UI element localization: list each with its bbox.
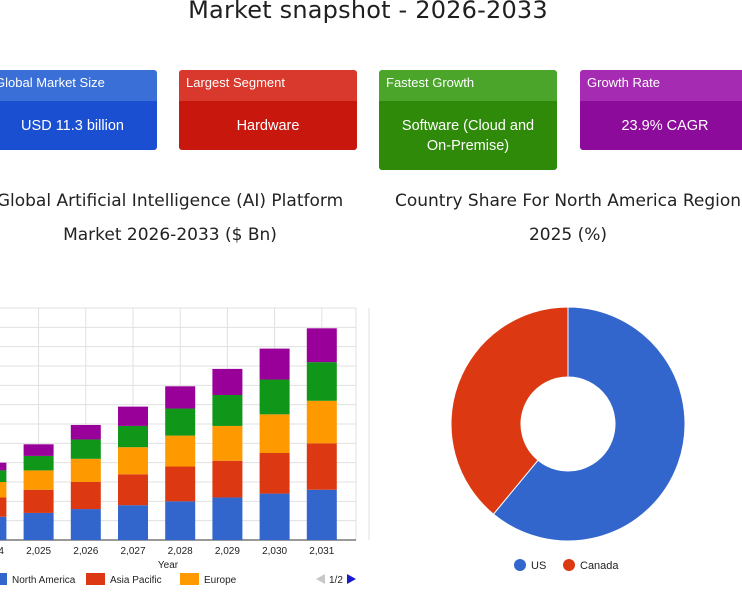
- bar-segment[interactable]: [212, 395, 243, 426]
- bar-segment[interactable]: [0, 470, 7, 482]
- x-axis-label: Year: [158, 560, 179, 571]
- growth-rate-label: Growth Rate: [580, 70, 742, 101]
- bar-segment[interactable]: [23, 470, 54, 490]
- bar-segment[interactable]: [212, 497, 243, 540]
- donut-chart-title: Country Share For North America Region 2…: [388, 184, 742, 252]
- bar-segment[interactable]: [0, 516, 7, 540]
- stacked-bar-chart: 2,024 2,025 2,026 2,027 2,028 2,029 2,030 2,031…: [0, 307, 370, 586]
- bar-segment[interactable]: [165, 501, 196, 540]
- bar-segment[interactable]: [70, 482, 101, 510]
- x-tick-label: 2,029: [215, 546, 240, 557]
- legend-label: US: [531, 560, 546, 572]
- largest-segment-card: Largest Segment Hardware: [179, 70, 357, 150]
- bar-segment[interactable]: [118, 505, 148, 540]
- bar-segment[interactable]: [70, 458, 101, 482]
- fastest-growth-label: Fastest Growth: [379, 70, 557, 101]
- x-tick-label: 2,024: [0, 546, 4, 557]
- legend-item[interactable]: Europe: [180, 573, 237, 586]
- growth-rate-card: Growth Rate 23.9% CAGR: [580, 70, 742, 150]
- bar-segment[interactable]: [118, 425, 148, 448]
- bar-segment[interactable]: [259, 493, 290, 540]
- bar-segment[interactable]: [259, 379, 290, 415]
- bar-segment[interactable]: [165, 466, 196, 502]
- donut-chart: US Canada: [450, 306, 686, 572]
- next-page-icon[interactable]: [347, 574, 356, 584]
- bar-chart-title-line2: Market 2026-2033 ($ Bn): [63, 225, 277, 245]
- bar-segment[interactable]: [259, 348, 290, 380]
- x-tick-label: 2,025: [26, 546, 51, 557]
- legend-item[interactable]: US: [514, 559, 546, 572]
- x-tick-label: 2,026: [73, 546, 98, 557]
- bar-segment[interactable]: [23, 455, 54, 471]
- bar-segment[interactable]: [306, 400, 337, 444]
- bar-segment[interactable]: [306, 362, 337, 401]
- bar-segment[interactable]: [118, 406, 148, 426]
- prev-page-icon[interactable]: [316, 574, 325, 584]
- legend-swatch: [0, 573, 7, 585]
- market-size-label: Global Market Size: [0, 70, 157, 101]
- donut-slice[interactable]: [450, 306, 569, 515]
- bar-segment[interactable]: [23, 489, 54, 513]
- bar-segment[interactable]: [165, 386, 196, 409]
- bar-segment[interactable]: [70, 439, 101, 459]
- bar-segment[interactable]: [212, 460, 243, 498]
- bar-segment[interactable]: [118, 474, 148, 506]
- bar-segment[interactable]: [306, 443, 337, 490]
- x-tick-label: 2,031: [309, 546, 334, 557]
- largest-segment-value: Hardware: [179, 101, 357, 150]
- donut-chart-title-line1: Country Share For North America Region: [394, 191, 742, 211]
- legend-label: Canada: [580, 560, 619, 572]
- bar-segment[interactable]: [165, 435, 196, 467]
- legend-label: Europe: [204, 575, 237, 586]
- legend-pager[interactable]: 1/2: [316, 574, 356, 586]
- market-size-value: USD 11.3 billion: [0, 101, 157, 150]
- bar-segment[interactable]: [0, 482, 7, 498]
- bar-chart-title: Global Artificial Intelligence (AI) Plat…: [0, 184, 370, 252]
- largest-segment-label: Largest Segment: [179, 70, 357, 101]
- bar-segment[interactable]: [259, 414, 290, 453]
- legend-item[interactable]: North America: [0, 573, 76, 586]
- legend-label: North America: [12, 575, 76, 586]
- legend-swatch: [86, 573, 105, 585]
- bar-segment[interactable]: [70, 509, 101, 540]
- bar-segment[interactable]: [212, 425, 243, 461]
- donut-slice[interactable]: [492, 306, 686, 542]
- growth-rate-value: 23.9% CAGR: [580, 101, 742, 150]
- bar-chart-title-line1: Global Artificial Intelligence (AI) Plat…: [0, 191, 344, 211]
- legend-label: Asia Pacific: [110, 575, 162, 586]
- bar-segment[interactable]: [0, 462, 7, 471]
- page-indicator: 1/2: [329, 575, 343, 586]
- bar-segment[interactable]: [306, 489, 337, 540]
- fastest-growth-value: Software (Cloud and On-Premise): [379, 101, 557, 170]
- bar-segment[interactable]: [212, 368, 243, 395]
- bar-segment[interactable]: [165, 408, 196, 436]
- bar-segment[interactable]: [23, 512, 54, 540]
- market-size-card: Global Market Size USD 11.3 billion: [0, 70, 157, 150]
- bar-segment[interactable]: [0, 497, 7, 517]
- bar-segment[interactable]: [70, 424, 101, 440]
- legend-dot: [563, 559, 575, 571]
- bar-segment[interactable]: [23, 444, 54, 456]
- x-tick-label: 2,030: [262, 546, 287, 557]
- legend-item[interactable]: Canada: [563, 559, 619, 572]
- legend-dot: [514, 559, 526, 571]
- fastest-growth-card: Fastest Growth Software (Cloud and On-Pr…: [379, 70, 557, 170]
- page-title: Market snapshot - 2026-2033: [188, 0, 548, 24]
- legend-item[interactable]: Asia Pacific: [86, 573, 162, 586]
- legend-swatch: [180, 573, 199, 585]
- x-tick-label: 2,027: [120, 546, 145, 557]
- donut-chart-title-line2: 2025 (%): [528, 225, 608, 245]
- bar-segment[interactable]: [118, 447, 148, 475]
- bar-segment[interactable]: [259, 453, 290, 494]
- x-tick-label: 2,028: [168, 546, 193, 557]
- bar-segment[interactable]: [306, 328, 337, 363]
